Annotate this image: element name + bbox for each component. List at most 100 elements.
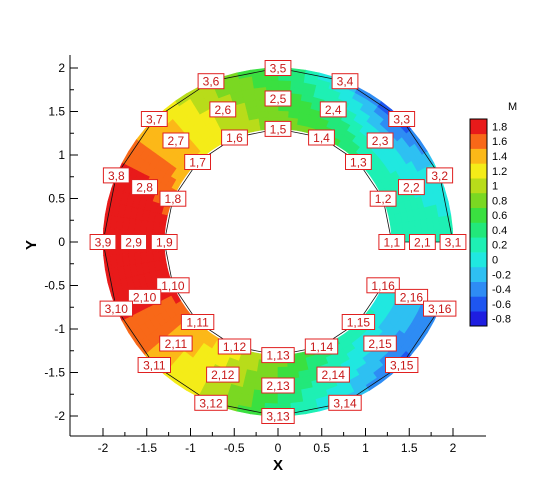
colorbar-label: 0.2 — [492, 240, 507, 252]
y-tick-label: 1.5 — [48, 105, 65, 119]
node-label-text: 1,11 — [186, 316, 209, 330]
colorbar-swatch — [470, 178, 487, 194]
node-label-box — [197, 73, 225, 90]
mesh-cell — [267, 366, 279, 374]
node-label: 2,1 — [409, 234, 436, 250]
colorbar-swatch — [470, 192, 487, 208]
node-label-text: 1,1 — [383, 236, 400, 250]
node-label-text: 1,10 — [161, 279, 185, 293]
node-label-text: 1,3 — [350, 156, 367, 170]
node-label-box — [156, 277, 190, 294]
node-label: 3,16 — [423, 300, 457, 317]
node-label: 1,15 — [341, 314, 376, 330]
node-label-box — [378, 234, 406, 250]
x-axis-label: X — [273, 457, 283, 474]
node-label-text: 3,4 — [337, 75, 354, 89]
node-label-text: 3,7 — [146, 113, 163, 127]
colorbar-swatch — [470, 207, 487, 223]
node-label-box — [304, 338, 339, 355]
node-label-box — [120, 234, 147, 250]
node-label-box — [162, 132, 190, 149]
colorbar-frame — [469, 118, 488, 327]
node-label-box — [131, 179, 158, 196]
node-label-box — [264, 90, 292, 107]
node-label-text: 2,2 — [403, 181, 420, 195]
node-label: 2,4 — [319, 101, 347, 118]
y-tick-label: -0.5 — [44, 279, 65, 293]
colorbar-label: 1.2 — [492, 166, 507, 178]
x-tick-label: -2 — [98, 441, 109, 455]
node-label: 1,11 — [180, 314, 215, 330]
node-label-text: 2,7 — [168, 134, 185, 148]
x-tick-label: 0.5 — [313, 441, 330, 455]
node-label-box — [180, 314, 215, 330]
node-label: 3,11 — [137, 357, 172, 373]
node-label: 3,5 — [264, 60, 292, 76]
node-label-text: 2,12 — [211, 368, 235, 382]
x-tick-label: 1 — [362, 441, 369, 455]
node-label-box — [331, 73, 359, 90]
node-label-text: 1,9 — [156, 236, 173, 250]
node-label: 1,9 — [150, 234, 178, 250]
node-label: 2,3 — [366, 132, 394, 149]
x-tick-label: -0.5 — [224, 441, 245, 455]
node-label-text: 1,2 — [375, 192, 392, 206]
node-label-box — [261, 408, 295, 424]
node-label-text: 1,5 — [270, 122, 287, 136]
node-label-text: 3,10 — [105, 302, 129, 316]
node-label-box — [341, 314, 376, 330]
node-label: 2,9 — [120, 234, 147, 250]
node-label-text: 1,12 — [223, 340, 247, 354]
node-label-text: 2,11 — [165, 337, 188, 351]
y-tick-label: 2 — [58, 61, 65, 75]
node-label-box — [319, 101, 347, 118]
node-label: 3,2 — [426, 167, 454, 184]
node-label-text: 1,4 — [313, 131, 330, 145]
node-label-text: 2,14 — [322, 368, 346, 382]
node-label-text: 2,10 — [133, 290, 157, 304]
node-label: 3,6 — [197, 73, 225, 90]
node-label-box — [366, 132, 394, 149]
node-label-box — [261, 347, 295, 364]
node-label: 2,10 — [127, 288, 162, 305]
node-label-box — [217, 338, 252, 355]
colorbar-swatch — [470, 163, 487, 179]
node-label: 3,13 — [261, 408, 295, 424]
node-label-box — [264, 120, 292, 137]
node-label-box — [221, 129, 248, 146]
node-label-text: 3,1 — [445, 236, 462, 250]
node-label-box — [398, 179, 425, 196]
node-label: 3,4 — [331, 73, 359, 90]
colorbar-label: 0 — [492, 255, 498, 267]
node-label: 2,15 — [363, 335, 397, 352]
node-label-layer: 1,1 1,2 1,3 1,4 1,5 1,6 1,7 1,8 1,9 1,10 1,11 1,12 1… — [89, 60, 467, 424]
node-label-text: 3,11 — [143, 359, 166, 373]
mesh-cell — [267, 110, 279, 118]
node-label-box — [439, 234, 467, 250]
node-label-box — [366, 277, 400, 294]
node-label-text: 3,9 — [95, 236, 112, 250]
node-label: 3,3 — [388, 111, 416, 127]
colorbar-label: -0.8 — [492, 314, 511, 326]
colorbar-swatch — [470, 266, 487, 282]
node-label: 2,16 — [394, 288, 429, 305]
node-label-box — [127, 288, 162, 305]
node-label: 1,13 — [261, 347, 295, 364]
node-label: 3,9 — [89, 234, 117, 250]
node-label-text: 2,3 — [372, 134, 389, 148]
node-label: 1,7 — [184, 154, 211, 170]
node-label-box — [328, 394, 362, 411]
node-label: 1,16 — [366, 277, 400, 294]
node-label: 2,13 — [261, 377, 295, 394]
node-label-text: 2,8 — [136, 181, 153, 195]
node-label-text: 1,15 — [347, 316, 371, 330]
colorbar-label: 0.6 — [492, 210, 507, 222]
node-label-box — [184, 154, 211, 170]
node-label-text: 3,6 — [203, 75, 220, 89]
colorbar-label: 0.8 — [492, 195, 507, 207]
node-label: 1,1 — [378, 234, 406, 250]
mesh-cell — [264, 79, 279, 88]
node-label-text: 3,8 — [108, 169, 125, 183]
node-label: 1,5 — [264, 120, 292, 137]
